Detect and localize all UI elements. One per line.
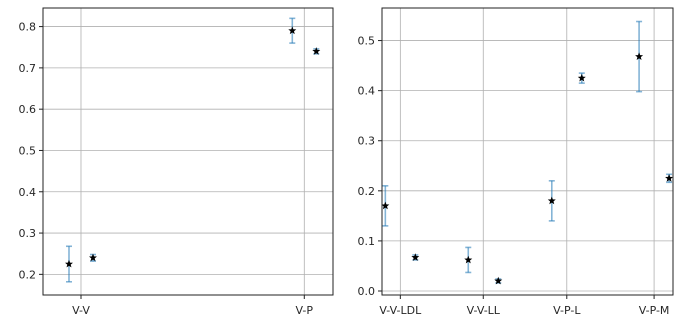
right-chart-panel: 0.0 0.1 0.2 0.3 0.4 0.5 V-V-LDL V-V-LL V-P-L V-P-…	[358, 7, 674, 317]
right-ytick-label: 0.0	[358, 285, 376, 298]
left-data-point	[65, 259, 73, 268]
left-ytick-label: 0.7	[19, 62, 37, 75]
right-xtick-label: V-V-LL	[467, 304, 501, 317]
right-ytick-label: 0.4	[358, 85, 376, 98]
left-ytick-label: 0.2	[19, 268, 37, 281]
right-data-point	[577, 73, 586, 82]
right-ytick-label: 0.5	[358, 35, 376, 48]
right-ytick-label: 0.2	[358, 185, 376, 198]
right-ytick-label: 0.1	[358, 235, 376, 248]
right-xtick-label: V-P-L	[553, 304, 581, 317]
left-data-point	[89, 253, 97, 262]
left-data-point	[312, 47, 321, 55]
right-data-point	[665, 174, 674, 182]
right-xtick-label: V-P-M	[639, 304, 670, 317]
right-xtick-label: V-V-LDL	[379, 304, 422, 317]
left-ytick-label: 0.3	[19, 227, 37, 240]
left-xtick-label: V-V	[72, 304, 90, 317]
right-data-point	[494, 276, 503, 285]
right-data-point	[547, 196, 556, 205]
right-ytick-label: 0.3	[358, 135, 376, 148]
right-data-point	[381, 201, 390, 210]
right-data-point	[635, 52, 644, 60]
right-data-point	[464, 255, 473, 264]
right-axes-frame	[381, 7, 674, 296]
left-chart-panel: 0.2 0.3 0.4 0.5 0.6 0.7 0.8 V-V V-P	[19, 7, 334, 317]
left-ytick-label: 0.5	[19, 144, 37, 157]
left-ytick-label: 0.4	[19, 186, 37, 199]
left-xtick-label: V-P	[296, 304, 314, 317]
left-ytick-label: 0.8	[19, 21, 37, 34]
right-data-point	[411, 253, 420, 261]
left-data-point	[288, 26, 297, 35]
left-ytick-label: 0.6	[19, 103, 37, 116]
left-axes-frame	[42, 7, 334, 296]
